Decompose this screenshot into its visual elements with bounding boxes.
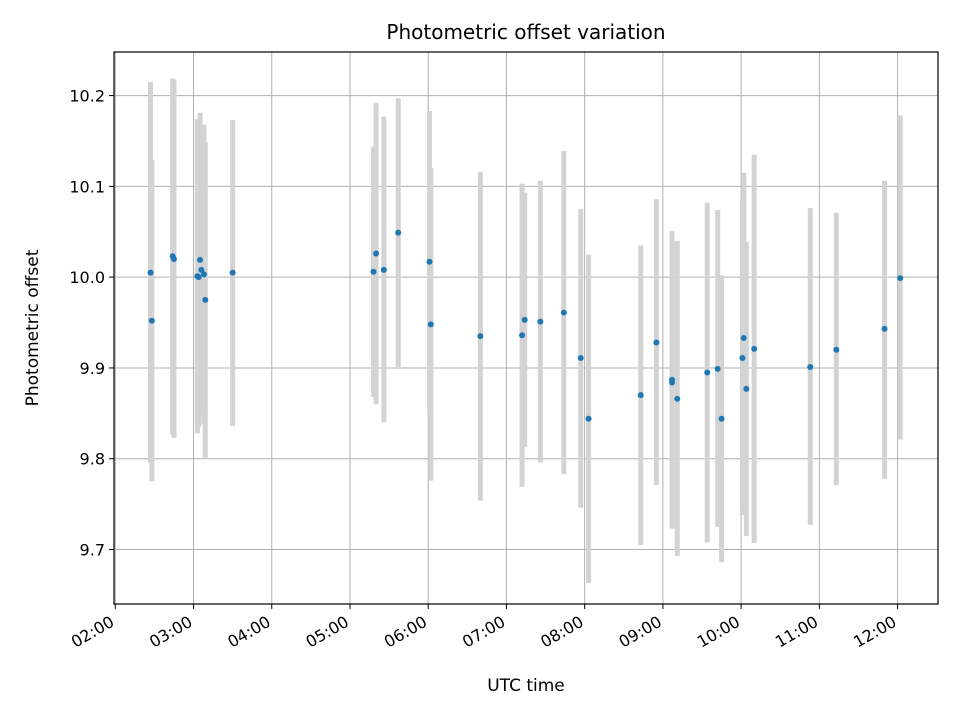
y-tick-label: 10.2 bbox=[69, 87, 105, 106]
data-point bbox=[370, 268, 377, 275]
data-point bbox=[585, 415, 592, 422]
data-point bbox=[669, 379, 676, 386]
data-point bbox=[739, 354, 746, 361]
data-point bbox=[477, 333, 484, 340]
data-point bbox=[229, 269, 236, 276]
data-point bbox=[740, 334, 747, 341]
y-tick-label: 9.9 bbox=[80, 359, 105, 378]
data-point bbox=[426, 258, 433, 265]
data-point bbox=[637, 392, 644, 399]
data-point bbox=[833, 346, 840, 353]
data-point bbox=[653, 339, 660, 346]
data-point bbox=[202, 296, 209, 303]
data-point bbox=[521, 316, 528, 323]
data-point bbox=[148, 317, 155, 324]
y-tick-label: 9.8 bbox=[80, 450, 105, 469]
y-axis-label: Photometric offset bbox=[23, 249, 43, 406]
plot-frame bbox=[113, 51, 939, 605]
data-point bbox=[718, 415, 725, 422]
data-point bbox=[743, 385, 750, 392]
chart-title: Photometric offset variation bbox=[386, 20, 665, 44]
data-point bbox=[751, 345, 758, 352]
data-point bbox=[519, 332, 526, 339]
data-point bbox=[714, 365, 721, 372]
data-point bbox=[195, 274, 202, 281]
data-point bbox=[881, 325, 888, 332]
data-point bbox=[427, 321, 434, 328]
y-tick-label: 9.7 bbox=[80, 541, 105, 560]
data-point bbox=[147, 269, 154, 276]
data-point bbox=[373, 250, 380, 257]
data-point bbox=[537, 318, 544, 325]
data-point bbox=[170, 256, 177, 262]
data-point bbox=[380, 266, 387, 273]
data-point bbox=[897, 275, 904, 282]
data-point bbox=[577, 354, 584, 361]
data-point bbox=[807, 364, 814, 371]
data-point bbox=[560, 309, 567, 316]
x-axis-label: UTC time bbox=[487, 676, 565, 696]
y-tick-label: 10.0 bbox=[69, 268, 105, 287]
data-point bbox=[395, 229, 402, 236]
data-point bbox=[200, 271, 207, 278]
data-point bbox=[198, 266, 205, 273]
data-points bbox=[147, 229, 904, 422]
y-tick-label: 10.1 bbox=[69, 177, 105, 196]
data-point bbox=[674, 395, 681, 402]
data-point bbox=[704, 369, 711, 376]
y-axis: 9.7 9.8 9.9 10.0 10.1 10.2 bbox=[69, 87, 114, 560]
data-point bbox=[197, 256, 204, 263]
